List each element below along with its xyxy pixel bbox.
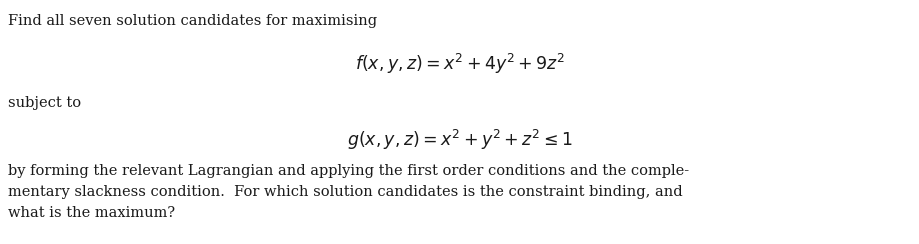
Text: subject to: subject to (8, 96, 81, 110)
Text: by forming the relevant Lagrangian and applying the first order conditions and t: by forming the relevant Lagrangian and a… (8, 164, 688, 178)
Text: mentary slackness condition.  For which solution candidates is the constraint bi: mentary slackness condition. For which s… (8, 185, 682, 199)
Text: what is the maximum?: what is the maximum? (8, 206, 175, 220)
Text: $g(x, y, z) = x^2 + y^2 + z^2 \leq 1$: $g(x, y, z) = x^2 + y^2 + z^2 \leq 1$ (346, 128, 573, 152)
Text: $f(x, y, z) = x^2 + 4y^2 + 9z^2$: $f(x, y, z) = x^2 + 4y^2 + 9z^2$ (355, 52, 564, 76)
Text: Find all seven solution candidates for maximising: Find all seven solution candidates for m… (8, 14, 377, 28)
